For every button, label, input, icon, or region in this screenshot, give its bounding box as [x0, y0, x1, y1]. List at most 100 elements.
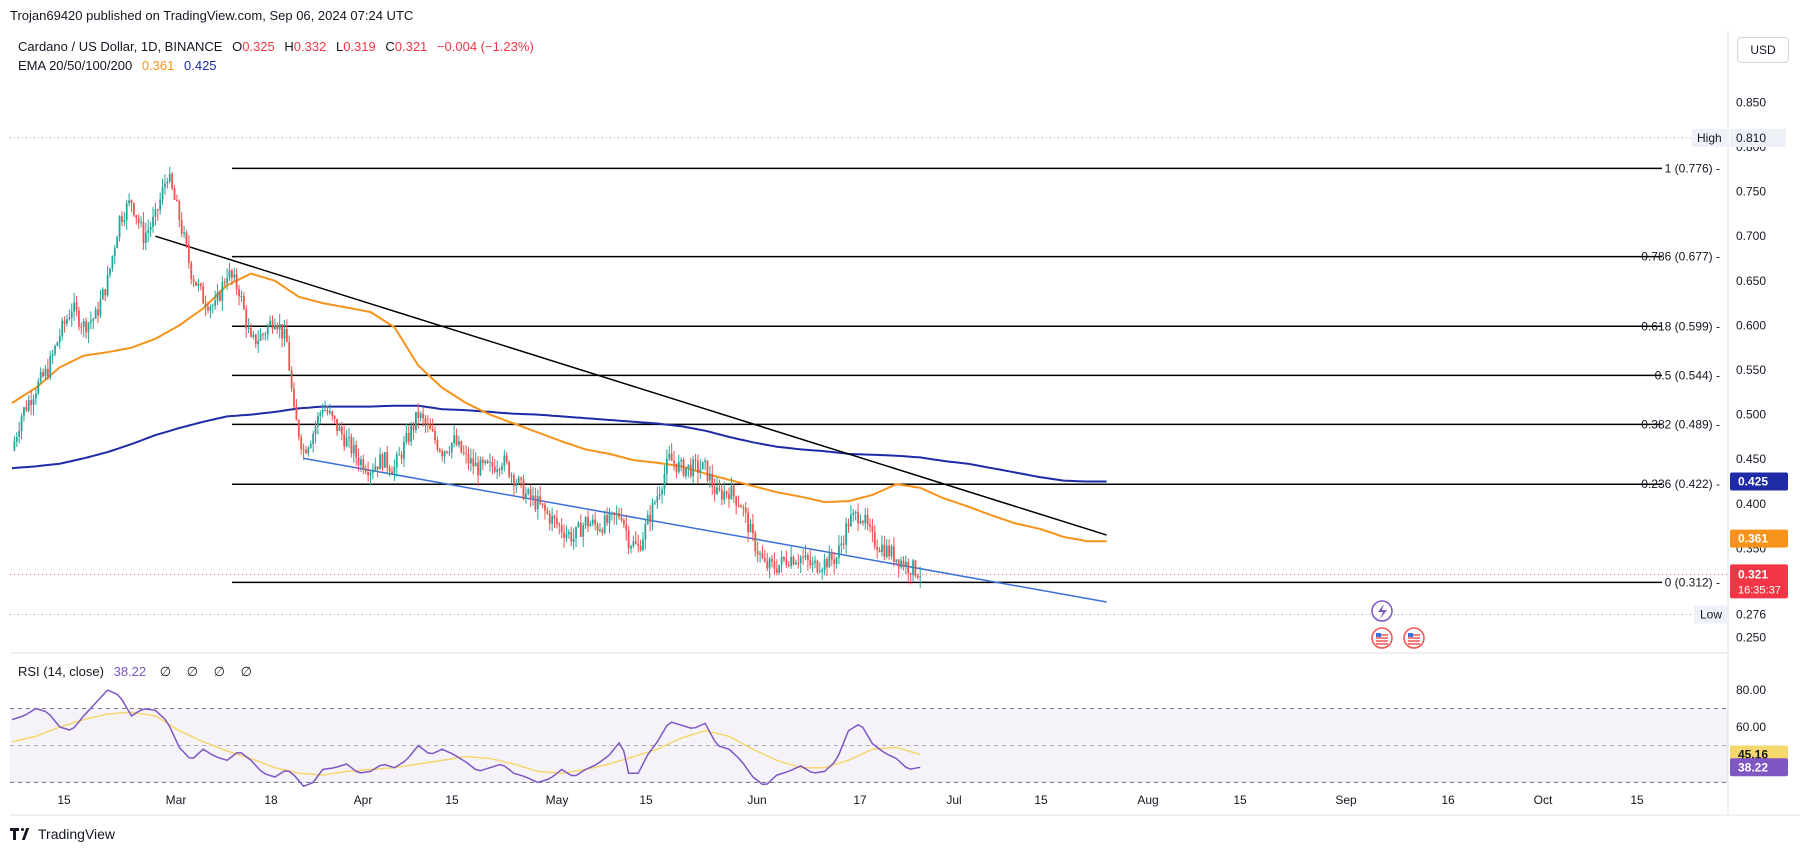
candle-body	[190, 262, 193, 280]
candle-body	[747, 512, 750, 533]
candle-body	[687, 464, 690, 468]
fib-level-label: 0.5 (0.544) -	[1655, 368, 1720, 382]
candle-body	[20, 416, 23, 432]
candle-body	[682, 459, 685, 476]
candle-body	[536, 496, 539, 510]
y-tick-label: 0.400	[1736, 497, 1766, 511]
candle-body	[493, 466, 496, 472]
candle-body	[87, 322, 90, 333]
candle-body	[132, 202, 135, 216]
candle-body	[584, 517, 587, 526]
candle-body	[618, 513, 620, 518]
symbol-name[interactable]: Cardano / US Dollar, 1D, BINANCE	[18, 39, 223, 54]
candle-body	[759, 553, 761, 555]
candle-body	[58, 335, 61, 343]
candle-body	[288, 341, 291, 371]
candle-body	[319, 413, 322, 417]
candle-body	[723, 491, 726, 500]
candle-body	[513, 475, 515, 486]
candle-body	[250, 327, 252, 337]
candle-body	[44, 368, 47, 377]
y-tick-label: 0.600	[1736, 318, 1766, 332]
candle-body	[245, 309, 248, 329]
last-price-badge-bg	[1730, 564, 1788, 599]
candle-body	[32, 399, 35, 405]
candle-body	[546, 510, 549, 514]
candle-body	[257, 340, 260, 345]
candle-body	[680, 459, 683, 462]
y-tick-label: 0.250	[1736, 631, 1766, 645]
candle-body	[599, 529, 601, 531]
candle-body	[840, 543, 843, 546]
candle-body	[85, 321, 87, 333]
candle-body	[367, 471, 370, 476]
close-label: C	[385, 39, 395, 54]
candle-body	[787, 564, 790, 566]
publisher-line: Trojan69420 published on TradingView.com…	[10, 8, 414, 23]
candle-body	[407, 433, 410, 442]
candle-body	[106, 274, 109, 296]
candle-body	[448, 452, 451, 454]
candle-body	[501, 466, 503, 470]
x-tick-label: Aug	[1137, 793, 1158, 807]
candle-body	[147, 229, 150, 233]
candle-body	[116, 237, 119, 249]
candle-body	[73, 302, 76, 312]
candle-body	[204, 303, 207, 308]
candle-body	[350, 436, 353, 454]
candle-body	[694, 459, 697, 461]
candle-body	[338, 426, 341, 431]
candle-body	[673, 460, 675, 464]
last-price-badge: 0.321	[1738, 567, 1768, 581]
x-tick-label: 15	[1034, 793, 1048, 807]
candle-body	[56, 342, 59, 346]
candle-body	[601, 529, 604, 533]
candle-body	[565, 534, 568, 538]
candle-body	[596, 524, 599, 531]
candle-body	[422, 413, 424, 419]
trendline-lower	[303, 457, 1107, 603]
rsi-badge: 38.22	[1738, 760, 1768, 774]
rsi-label[interactable]: RSI (14, close)	[18, 664, 104, 679]
candle-body	[23, 407, 25, 417]
ema-label[interactable]: EMA 20/50/100/200	[18, 58, 133, 73]
candle-body	[821, 569, 824, 572]
candle-body	[859, 521, 862, 524]
candle-body	[728, 493, 730, 500]
open-label: O	[232, 39, 243, 54]
candle-body	[219, 292, 221, 301]
candle-body	[395, 454, 398, 468]
candle-body	[305, 449, 307, 454]
candle-body	[697, 460, 699, 473]
fib-level-label: 0.786 (0.677) -	[1641, 250, 1720, 264]
candle-body	[904, 562, 907, 568]
candle-body	[649, 514, 652, 523]
y-tick-label: 0.550	[1736, 363, 1766, 377]
y-tick-label: 0.750	[1736, 185, 1766, 199]
candle-body	[35, 393, 37, 400]
candle-body	[393, 467, 396, 474]
candle-body	[216, 292, 219, 301]
candle-body	[713, 486, 716, 494]
low-value: 0.319	[343, 39, 376, 54]
footer-brand[interactable]: TradingView	[10, 826, 115, 842]
y-tick-label: 0.450	[1736, 452, 1766, 466]
candle-body	[101, 289, 104, 300]
candle-body	[168, 173, 171, 182]
candle-body	[63, 320, 66, 324]
candle-body	[276, 325, 279, 330]
currency-button[interactable]: USD	[1737, 37, 1789, 63]
candle-body	[481, 459, 484, 464]
rsi-legend: RSI (14, close) 38.22 ∅ ∅ ∅ ∅	[18, 664, 258, 680]
candle-body	[567, 532, 570, 535]
ema200-badge: 0.425	[1738, 475, 1768, 489]
candle-body	[900, 560, 902, 568]
low-label-bg	[1694, 605, 1728, 624]
candle-body	[152, 216, 154, 227]
candle-body	[369, 472, 372, 476]
candle-body	[183, 232, 185, 234]
candle-body	[689, 464, 692, 477]
ema50-badge: 0.361	[1738, 532, 1768, 546]
candle-body	[39, 372, 42, 382]
